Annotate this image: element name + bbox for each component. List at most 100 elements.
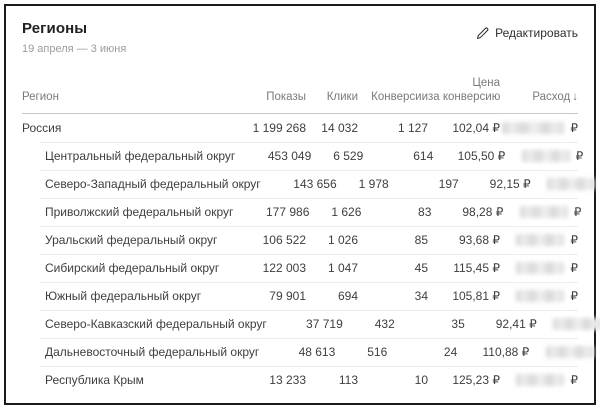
impressions-cell: 13 233 [269,373,306,387]
impressions-cell: 177 986 [265,205,310,219]
column-header-cpa[interactable]: Цена за конверсию [428,76,500,104]
table-row: Республика Крым 13 233 113 10 125,23 ₽ ₽ [22,366,578,394]
clicks-cell: 14 032 [321,121,358,135]
redacted-spend-value [516,234,565,246]
clicks-cell: 6 529 [333,149,364,163]
currency-symbol: ₽ [573,205,582,219]
region-cell: Центральный федеральный округ [45,149,236,163]
region-cell: Южный федеральный округ [45,289,202,303]
impressions-cell: 48 613 [298,345,336,359]
redacted-spend-value [519,206,568,218]
region-cell: Приволжский федеральный округ [45,205,234,219]
region-cell: Северо-Кавказский федеральный округ [45,317,267,331]
spend-cell: ₽ [500,261,578,275]
cpa-cell: 125,23 ₽ [452,373,500,387]
redacted-spend-value [516,374,565,386]
redacted-spend-value [553,318,600,330]
conversions-cell: 35 [451,317,465,331]
currency-symbol: ₽ [575,149,584,163]
table-header-row: Регион Показы Клики Конверсии Цена за ко… [22,55,578,114]
table-row: Сибирский федеральный округ 122 003 1 04… [22,254,578,282]
clicks-cell: 1 047 [327,261,358,275]
table-row: Россия 1 199 268 14 032 1 127 102,04 ₽ ₽ [22,114,578,142]
conversions-cell: 614 [413,149,434,163]
redacted-spend-value [516,262,565,274]
currency-symbol: ₽ [570,233,578,247]
regions-table: Регион Показы Клики Конверсии Цена за ко… [22,55,600,394]
table-row: Дальневосточный федеральный округ 48 613… [22,338,600,366]
card-inner: Регионы 19 апреля — 3 июня Редактировать… [6,6,600,403]
spend-cell: ₽ [500,373,578,387]
currency-symbol: ₽ [570,289,578,303]
impressions-cell: 143 656 [293,177,337,191]
spend-cell: ₽ [500,289,578,303]
spend-cell: ₽ [500,121,578,135]
cpa-cell: 92,15 ₽ [489,177,531,191]
cpa-cell: 102,04 ₽ [452,121,500,135]
currency-symbol: ₽ [570,261,578,275]
sort-desc-icon: ↓ [572,91,578,103]
conversions-cell: 1 127 [397,121,428,135]
region-cell: Республика Крым [45,373,144,387]
cpa-cell: 105,81 ₽ [452,289,500,303]
conversions-cell: 85 [414,233,428,247]
card-header: Регионы 19 апреля — 3 июня Редактировать [22,20,578,55]
column-header-spend[interactable]: Расход ↓ [500,90,578,104]
conversions-cell: 45 [414,261,428,275]
impressions-cell: 453 049 [267,149,312,163]
impressions-cell: 37 719 [306,317,343,331]
edit-button-label: Редактировать [495,26,578,40]
currency-symbol: ₽ [570,121,578,135]
clicks-cell: 1 978 [358,177,389,191]
page-title: Регионы [22,20,88,37]
currency-symbol: ₽ [570,373,578,387]
column-header-region[interactable]: Регион [22,91,59,103]
redacted-spend-value [516,290,565,302]
region-cell: Сибирский федеральный округ [45,261,220,275]
regions-report-card: Регионы 19 апреля — 3 июня Редактировать… [4,4,600,405]
title-block: Регионы 19 апреля — 3 июня [22,20,126,55]
impressions-cell: 122 003 [262,261,306,275]
cpa-cell: 115,45 ₽ [453,261,500,275]
table-row: Северо-Западный федеральный округ 143 65… [22,170,596,198]
conversions-cell: 83 [418,205,432,219]
clicks-cell: 113 [338,373,358,387]
clicks-cell: 432 [374,317,395,331]
cpa-cell: 98,28 ₽ [462,205,504,219]
redacted-spend-value [502,122,565,134]
edit-button[interactable]: Редактировать [476,26,578,40]
spend-cell: ₽ [505,149,583,163]
redacted-spend-value [521,150,570,162]
conversions-cell: 24 [443,345,458,359]
cpa-header-line2: за конверсию [428,91,501,103]
conversions-cell: 10 [414,373,428,387]
table-row: Центральный федеральный округ 453 049 6 … [22,142,583,170]
region-cell: Дальневосточный федеральный округ [45,345,260,359]
column-header-impressions[interactable]: Показы [266,91,306,103]
conversions-cell: 34 [414,289,428,303]
spend-cell: ₽ [500,233,578,247]
redacted-spend-value [545,346,594,358]
clicks-cell: 1 026 [327,233,358,247]
table-row: Северо-Кавказский федеральный округ 37 7… [22,310,600,338]
column-header-conversions[interactable]: Конверсии [371,91,428,103]
redacted-spend-value [547,178,596,190]
cpa-cell: 105,50 ₽ [457,149,506,163]
spend-cell: ₽ [503,205,581,219]
column-header-clicks[interactable]: Клики [326,91,358,103]
cpa-cell: 92,41 ₽ [495,317,537,331]
impressions-cell: 1 199 268 [252,121,306,135]
cpa-header-line1: Цена [472,77,500,89]
pencil-icon [476,27,489,40]
cpa-cell: 93,68 ₽ [459,233,500,247]
spend-header-label: Расход [532,91,571,103]
clicks-cell: 1 626 [331,205,362,219]
spend-cell: ₽ [529,345,600,359]
impressions-cell: 79 901 [269,289,306,303]
clicks-cell: 694 [337,289,358,303]
spend-cell: ₽ [531,177,600,191]
region-cell: Северо-Западный федеральный округ [45,177,261,191]
cpa-cell: 110,88 ₽ [482,345,530,359]
conversions-cell: 197 [438,177,459,191]
table-row: Приволжский федеральный округ 177 986 1 … [22,198,581,226]
